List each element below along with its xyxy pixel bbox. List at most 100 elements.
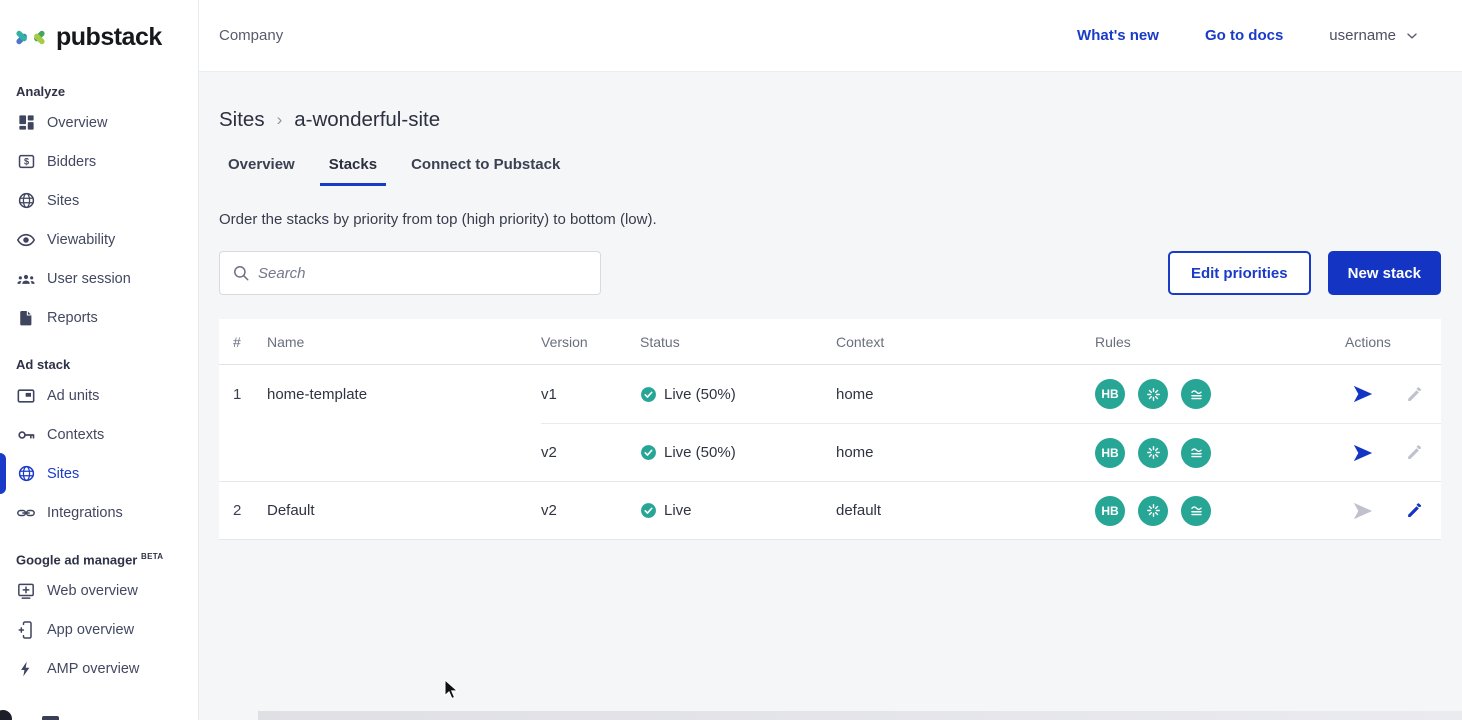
sidebar-item-reports[interactable]: Reports	[0, 298, 198, 337]
send-icon[interactable]	[1352, 442, 1374, 464]
sidebar-item-integrations[interactable]: Integrations	[0, 493, 198, 532]
spinner-badge	[1138, 437, 1168, 468]
sidebar-item-ad-units[interactable]: Ad units	[0, 376, 198, 415]
sidebar-section-title: Analyze	[16, 84, 66, 99]
waves-badge	[1181, 437, 1211, 468]
link-icon	[16, 503, 36, 523]
search-box	[219, 251, 601, 295]
edit-priorities-button[interactable]: Edit priorities	[1167, 251, 1311, 295]
cell-rules: HB	[1095, 379, 1345, 409]
sidebar-item-app-overview[interactable]: App overview	[0, 610, 198, 649]
cutoff-sidebar-item	[42, 716, 59, 720]
cell-name: home-template	[267, 385, 368, 403]
cell-context: home	[836, 423, 1095, 481]
brand-name: pubstack	[56, 23, 162, 51]
user-menu[interactable]: username	[1329, 27, 1420, 44]
breadcrumb-separator: ›	[276, 110, 283, 129]
hb-badge: HB	[1095, 495, 1125, 526]
ad-units-icon	[16, 386, 36, 406]
corner-artifact	[0, 710, 12, 720]
tab-stacks[interactable]: Stacks	[319, 148, 387, 186]
sidebar-item-amp-overview[interactable]: AMP overview	[0, 649, 198, 688]
column-header-rules: Rules	[1095, 333, 1131, 350]
column-header-actions: Actions	[1345, 333, 1391, 350]
sidebar-item-contexts[interactable]: Contexts	[0, 415, 198, 454]
sidebar-item-bidders[interactable]: $ Bidders	[0, 142, 198, 181]
sidebar-item-label: Sites	[47, 465, 80, 482]
check-circle-icon	[640, 444, 657, 461]
cell-version: v1	[541, 385, 557, 403]
bolt-icon	[16, 659, 36, 679]
mouse-cursor	[444, 679, 459, 700]
sidebar-item-label: Integrations	[47, 504, 123, 521]
hb-badge: HB	[1095, 437, 1125, 468]
sidebar-item-sites[interactable]: Sites	[0, 453, 198, 494]
sidebar-item-overview[interactable]: Overview	[0, 103, 198, 142]
cell-actions	[1345, 500, 1441, 522]
whats-new-link[interactable]: What's new	[1077, 27, 1159, 44]
key-icon	[16, 425, 36, 445]
breadcrumb-current-site: a-wonderful-site	[294, 108, 441, 131]
globe-icon	[16, 191, 36, 211]
controls-row: Edit priorities New stack	[219, 251, 1441, 295]
dashboard-icon	[16, 113, 36, 133]
cell-context: default	[836, 502, 882, 519]
pencil-icon[interactable]	[1403, 500, 1425, 522]
sidebar-nav: Analyze Overview $ Bidders Sites Viewability U…	[0, 84, 198, 688]
svg-text:$: $	[23, 157, 28, 167]
check-circle-icon	[640, 386, 657, 403]
column-header-version: Version	[541, 333, 588, 350]
send-icon[interactable]	[1352, 383, 1374, 405]
cell-rules: HB	[1095, 495, 1345, 526]
sidebar-item-sites[interactable]: Sites	[0, 181, 198, 220]
tab-overview[interactable]: Overview	[228, 156, 295, 173]
column-header-num: #	[233, 333, 241, 350]
web-overview-icon	[16, 581, 36, 601]
table-header-row: # Name Version Status Context Rules Actions	[219, 319, 1441, 365]
sidebar-item-label: Sites	[47, 192, 80, 209]
brand-logo[interactable]: pubstack	[0, 0, 198, 64]
sidebar-item-label: Reports	[47, 309, 98, 326]
cell-context: home	[836, 385, 874, 403]
cell-version: v2	[541, 423, 640, 481]
cell-version: v2	[541, 502, 557, 519]
cell-num: 1	[233, 385, 242, 403]
sidebar-item-label: Viewability	[47, 231, 116, 248]
username-label: username	[1329, 27, 1396, 44]
table-row[interactable]: 2 Default v2 Live default HB	[219, 481, 1441, 539]
breadcrumb: Sites › a-wonderful-site	[219, 108, 1441, 132]
cell-status: Live	[640, 502, 836, 519]
sidebar-item-viewability[interactable]: Viewability	[0, 220, 198, 259]
chevron-down-icon	[1404, 28, 1420, 44]
check-circle-icon	[640, 502, 657, 519]
column-header-context: Context	[836, 333, 885, 350]
hb-badge: HB	[1095, 379, 1125, 409]
sidebar-item-label: User session	[47, 270, 131, 287]
sidebar-item-label: App overview	[47, 621, 135, 638]
spinner-badge	[1138, 379, 1168, 409]
tab-connect-to-pubstack[interactable]: Connect to Pubstack	[411, 156, 561, 173]
company-label: Company	[219, 27, 284, 44]
search-input[interactable]	[258, 264, 588, 282]
table-row[interactable]: v2 Live (50%) home HB	[219, 423, 1441, 481]
new-stack-button[interactable]: New stack	[1327, 251, 1441, 295]
globe-icon	[16, 464, 36, 484]
go-to-docs-link[interactable]: Go to docs	[1204, 27, 1284, 44]
eye-icon	[16, 230, 36, 250]
cell-num	[219, 423, 267, 481]
sidebar-item-label: Contexts	[47, 426, 105, 443]
sidebar: pubstack Analyze Overview $ Bidders Sites Vie…	[0, 0, 199, 720]
top-header: Company What's new Go to docs username	[199, 0, 1462, 72]
sidebar-item-label: Bidders	[47, 153, 97, 170]
stacks-table: # Name Version Status Context Rules Actions 1 ho…	[219, 319, 1441, 540]
sidebar-item-web-overview[interactable]: Web overview	[0, 571, 198, 610]
breadcrumb-sites-link[interactable]: Sites	[219, 108, 265, 131]
cell-status: Live (50%)	[640, 423, 836, 481]
app-overview-icon	[16, 620, 36, 640]
sidebar-item-user-session[interactable]: User session	[0, 259, 198, 298]
spinner-badge	[1138, 495, 1168, 526]
cell-name: Default	[267, 502, 315, 519]
table-row[interactable]: 1 home-template v1 Live (50%) home HB	[219, 365, 1441, 423]
cell-actions	[1345, 383, 1441, 405]
pencil-icon	[1403, 383, 1425, 405]
